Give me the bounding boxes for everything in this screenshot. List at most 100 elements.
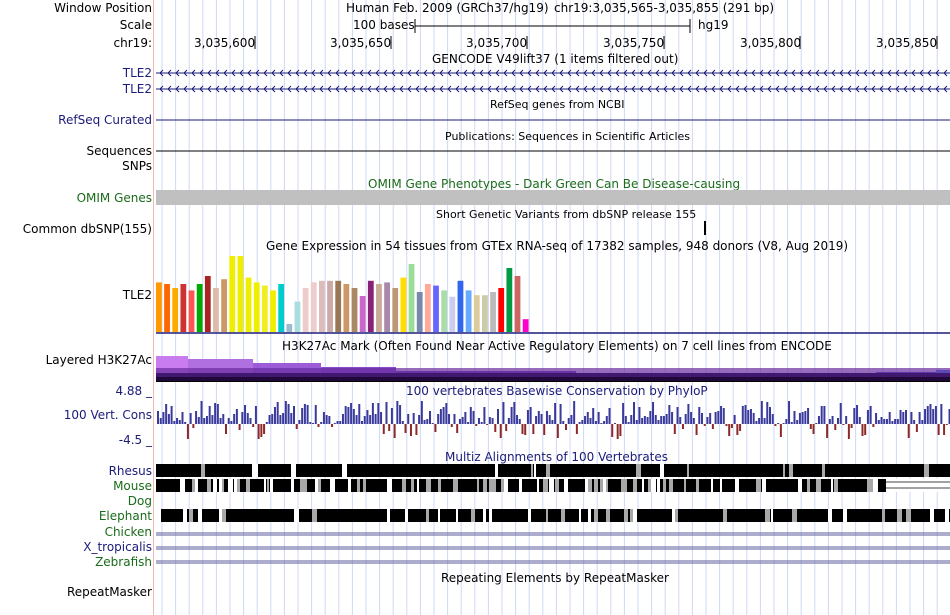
phylop-bar [423, 420, 426, 424]
gtex-label[interactable]: TLE2 [122, 288, 152, 302]
strand-arrow [471, 69, 476, 77]
refseq-line[interactable] [156, 113, 950, 127]
phylop-label[interactable]: 100 Vert. Cons [63, 408, 152, 422]
phylop-bar [747, 410, 750, 424]
omim-label[interactable]: OMIM Genes [76, 191, 152, 205]
phylop-bar [649, 411, 652, 424]
multiz-species-elephant[interactable]: Elephant [98, 509, 152, 523]
alignment-gap [633, 479, 637, 492]
strand-arrow [447, 85, 452, 93]
phylop-bar [211, 415, 214, 424]
alignment-gap [270, 479, 273, 492]
gencode-transcript[interactable] [156, 66, 950, 80]
strand-arrow [911, 69, 916, 77]
strand-arrow [927, 85, 932, 93]
phylop-bar [845, 416, 848, 424]
phylop-bar [380, 412, 383, 424]
alignment-gap [873, 479, 878, 492]
phylop-bar [431, 423, 434, 424]
multiz-species-xtropicalis[interactable]: X_tropicalis [83, 540, 152, 554]
gencode-transcript[interactable] [156, 82, 950, 96]
phylop-bar [856, 405, 859, 424]
strand-arrow [591, 85, 596, 93]
phylop-bar [864, 424, 867, 435]
publications-title[interactable]: Publications: Sequences in Scientific Ar… [445, 130, 690, 143]
publications-line[interactable] [156, 144, 950, 158]
multiz-species-dog[interactable]: Dog [127, 494, 152, 508]
phylop-bar [741, 406, 744, 424]
alignment-gap [834, 479, 838, 492]
phylop-bar [733, 415, 736, 424]
phylop-bar [646, 417, 649, 424]
phylop-bar [703, 424, 706, 426]
dbsnp-label[interactable]: Common dbSNP(155) [22, 222, 152, 236]
multiz-species-chicken[interactable]: Chicken [104, 525, 152, 539]
publications-label[interactable]: Sequences [86, 144, 152, 158]
strand-arrow [687, 85, 692, 93]
phylop-min-label: -4.5 _ [118, 433, 152, 447]
alignment-gap [222, 479, 224, 492]
phylop-bar [559, 404, 562, 424]
repeatmasker-title[interactable]: Repeating Elements by RepeatMasker [441, 571, 669, 585]
multiz-species-rhesus[interactable]: Rhesus [108, 464, 152, 478]
phylop-bar [331, 424, 334, 427]
h3k27ac-layers[interactable] [156, 354, 950, 383]
alignment-gap [765, 509, 770, 522]
phylop-wiggle[interactable] [156, 396, 950, 448]
strand-arrow [847, 69, 852, 77]
h3k27ac-title[interactable]: H3K27Ac Mark (Often Found Near Active Re… [282, 339, 832, 353]
strand-arrow [303, 69, 308, 77]
alignment-gap [549, 479, 554, 492]
phylop-bar [698, 407, 701, 424]
gtex-bar [457, 280, 464, 332]
phylop-bar [543, 424, 546, 435]
phylop-bar [461, 417, 464, 424]
gtex-bar [253, 282, 260, 332]
h3k27ac-label[interactable]: Layered H3K27Ac [45, 353, 152, 367]
multiz-species-mouse[interactable]: Mouse [113, 479, 152, 493]
dbsnp-variant[interactable] [156, 220, 950, 236]
phylop-bar [537, 411, 540, 424]
multiz-title[interactable]: Multiz Alignments of 100 Vertebrates [445, 450, 669, 464]
gencode-title[interactable]: GENCODE V49lift37 (1 items filtered out) [432, 52, 679, 66]
strand-arrow [871, 69, 876, 77]
phylop-bar [407, 414, 410, 424]
gencode-item-label[interactable]: TLE2 [122, 66, 152, 80]
phylop-bar [608, 408, 611, 424]
phylop-bar [774, 424, 777, 426]
phylop-bar [344, 406, 347, 424]
phylop-bar [382, 424, 385, 434]
phylop-bar [189, 413, 192, 424]
gencode-item-label[interactable]: TLE2 [122, 82, 152, 96]
multiz-alignments[interactable] [156, 462, 950, 570]
strand-arrow [399, 69, 404, 77]
omim-title[interactable]: OMIM Gene Phenotypes - Dark Green Can Be… [368, 177, 741, 191]
alignment-gap [294, 509, 299, 522]
strand-arrow [839, 85, 844, 93]
phylop-bar [622, 403, 625, 424]
phylop-bar [192, 424, 195, 428]
refseq-title[interactable]: RefSeq genes from NCBI [490, 98, 625, 111]
phylop-bar [915, 424, 918, 432]
phylop-bar [826, 424, 829, 438]
gtex-bar-chart[interactable] [156, 250, 950, 336]
refseq-label[interactable]: RefSeq Curated [58, 113, 152, 127]
phylop-bar [894, 419, 897, 424]
dbsnp-title[interactable]: Short Genetic Variants from dbSNP releas… [436, 208, 697, 221]
alignment-gap [867, 479, 870, 492]
alignment-gap [816, 479, 821, 492]
phylop-bar [254, 406, 257, 424]
range-text[interactable]: chr19:3,035,565-3,035,855 (291 bp) [554, 1, 775, 15]
gtex-bar [522, 319, 529, 332]
phylop-bar [388, 424, 391, 431]
strand-arrow [287, 69, 292, 77]
multiz-species-zebrafish[interactable]: Zebrafish [95, 555, 152, 569]
repeatmasker-label[interactable]: RepeatMasker [66, 585, 152, 599]
snps-label[interactable]: SNPs [122, 159, 152, 173]
strand-arrow [223, 85, 228, 93]
omim-bar[interactable] [156, 190, 950, 206]
phylop-bar [638, 407, 641, 424]
phylop-bar [336, 421, 339, 424]
phylop-title[interactable]: 100 vertebrates Basewise Conservation by… [406, 384, 708, 398]
gtex-title[interactable]: Gene Expression in 54 tissues from GTEx … [266, 239, 849, 253]
